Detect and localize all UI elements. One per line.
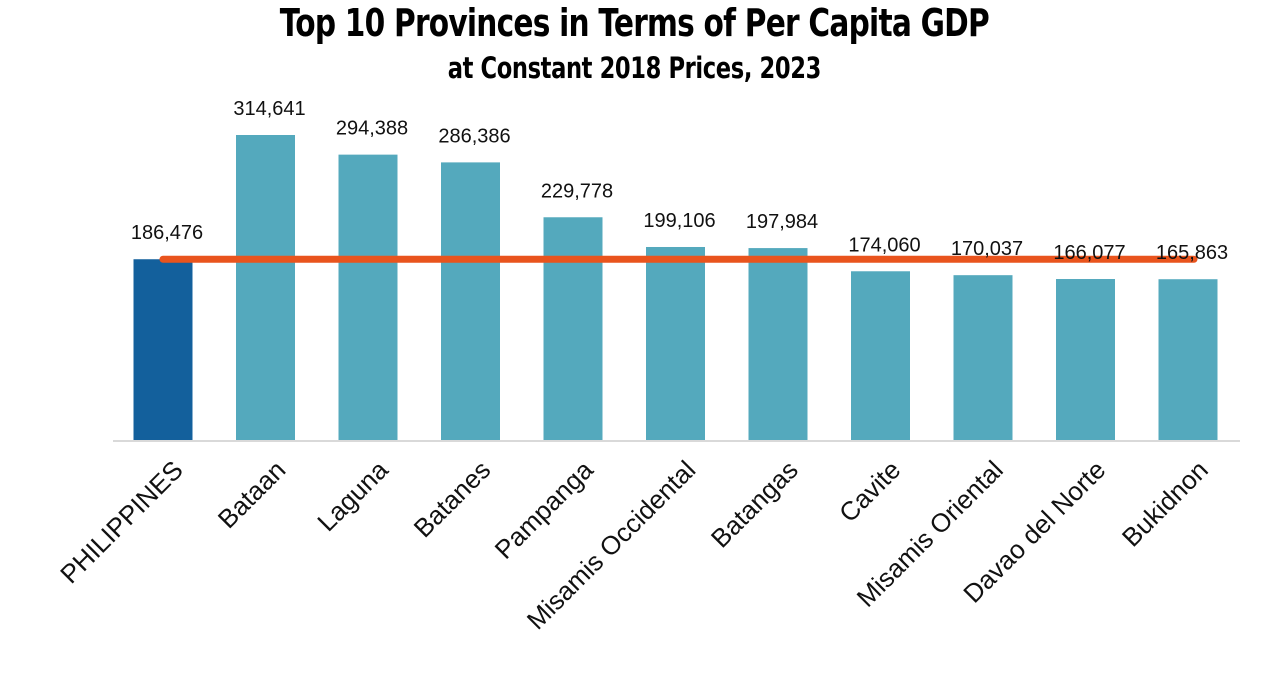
category-label: PHILIPPINES <box>54 455 189 590</box>
bar-batanes <box>441 162 500 441</box>
bar-laguna <box>338 154 398 440</box>
value-label: 170,037 <box>951 238 1023 260</box>
chart-subtitle: at Constant 2018 Prices, 2023 <box>447 51 822 85</box>
bars-group <box>133 135 1218 441</box>
value-label: 294,388 <box>336 118 408 140</box>
value-label: 199,106 <box>643 210 715 232</box>
category-label: Cavite <box>833 455 906 528</box>
category-label: Misamis Occidental <box>521 455 702 636</box>
category-label: Bukidnon <box>1116 455 1214 553</box>
bar-bukidnon <box>1158 279 1218 440</box>
category-label: Batangas <box>705 455 804 554</box>
category-label: Batanes <box>408 455 497 544</box>
category-labels-group: PHILIPPINES Bataan Laguna BatanesPampangaMi… <box>54 454 1214 635</box>
value-label: 286,386 <box>438 125 510 147</box>
bar-pampanga <box>543 217 603 440</box>
bar-misamis-occidental <box>646 246 705 440</box>
category-label: Laguna <box>311 454 394 537</box>
value-label: 174,060 <box>848 234 920 256</box>
value-labels-group: 186,476 314,641 294,388 286,386 229,778 199,1… <box>131 98 1228 264</box>
value-label: 186,476 <box>131 222 203 244</box>
value-label: 165,863 <box>1156 242 1228 264</box>
bar-davao-del-norte <box>1056 279 1115 440</box>
value-label: 197,984 <box>746 211 818 233</box>
bar-batangas <box>748 248 808 440</box>
value-label: 229,778 <box>541 180 613 202</box>
value-label: 166,077 <box>1053 242 1125 264</box>
category-label: Bataan <box>212 455 291 534</box>
bar-bataan <box>236 135 295 440</box>
category-label: Pampanga <box>489 454 600 565</box>
chart-title: Top 10 Provinces in Terms of Per Capita … <box>279 1 990 45</box>
bar-philippines <box>133 259 193 440</box>
bar-misamis-oriental <box>953 275 1013 440</box>
bar-cavite <box>851 271 910 440</box>
value-label: 314,641 <box>233 98 305 120</box>
